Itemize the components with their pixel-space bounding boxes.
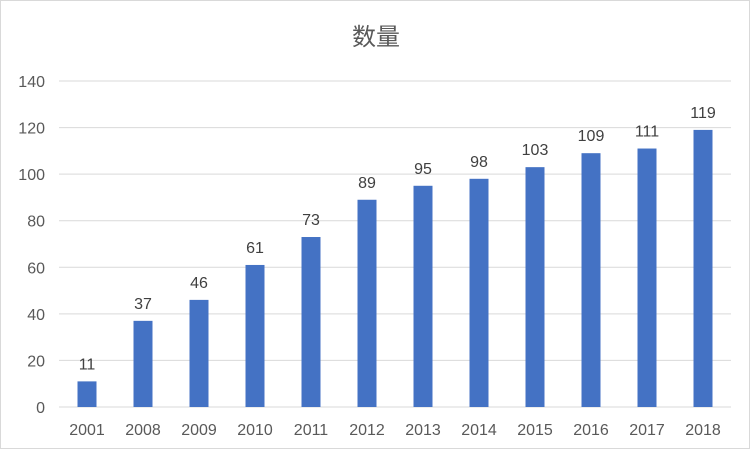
- x-tick-label-2009: 2009: [181, 422, 217, 439]
- data-label-2015: 103: [522, 142, 549, 159]
- bar-2012: [357, 199, 377, 407]
- data-label-2009: 46: [190, 275, 208, 292]
- y-tick-label-20: 20: [27, 353, 45, 370]
- data-label-2011: 73: [302, 212, 320, 229]
- data-label-2010: 61: [246, 240, 264, 257]
- chart-title: 数量: [352, 23, 400, 51]
- data-label-2018: 119: [690, 105, 716, 122]
- y-tick-label-100: 100: [18, 167, 45, 184]
- x-tick-label-2012: 2012: [349, 422, 385, 439]
- bar-2016: [581, 153, 601, 407]
- bar-2015: [525, 167, 545, 407]
- bar-2009: [189, 299, 209, 407]
- y-tick-label-120: 120: [18, 121, 45, 138]
- bar-2014: [469, 178, 489, 407]
- data-label-2014: 98: [470, 154, 488, 171]
- y-tick-label-140: 140: [18, 74, 45, 91]
- y-tick-label-40: 40: [27, 307, 45, 324]
- x-tick-label-2008: 2008: [125, 422, 161, 439]
- bar-2008: [133, 320, 153, 407]
- y-tick-label-0: 0: [36, 400, 45, 417]
- x-tick-label-2001: 2001: [69, 422, 105, 439]
- y-tick-label-60: 60: [27, 260, 45, 277]
- data-label-2017: 111: [635, 124, 659, 141]
- bar-2018: [693, 129, 713, 407]
- bar-2001: [77, 381, 97, 407]
- x-tick-label-2015: 2015: [517, 422, 553, 439]
- x-tick-label-2017: 2017: [629, 422, 665, 439]
- x-tick-label-2014: 2014: [461, 422, 497, 439]
- bar-2013: [413, 185, 433, 407]
- y-tick-label-80: 80: [27, 214, 45, 231]
- x-tick-label-2011: 2011: [294, 422, 329, 439]
- bar-2011: [301, 237, 321, 407]
- x-tick-label-2018: 2018: [685, 422, 721, 439]
- data-label-2012: 89: [358, 175, 376, 192]
- data-label-2001: 11: [79, 356, 96, 373]
- bar-2010: [245, 264, 265, 407]
- x-tick-label-2010: 2010: [237, 422, 273, 439]
- data-label-2013: 95: [414, 161, 432, 178]
- x-tick-label-2013: 2013: [405, 422, 441, 439]
- data-label-2016: 109: [578, 128, 605, 145]
- data-label-2008: 37: [134, 296, 152, 313]
- bar-2017: [637, 148, 657, 407]
- x-tick-label-2016: 2016: [573, 422, 609, 439]
